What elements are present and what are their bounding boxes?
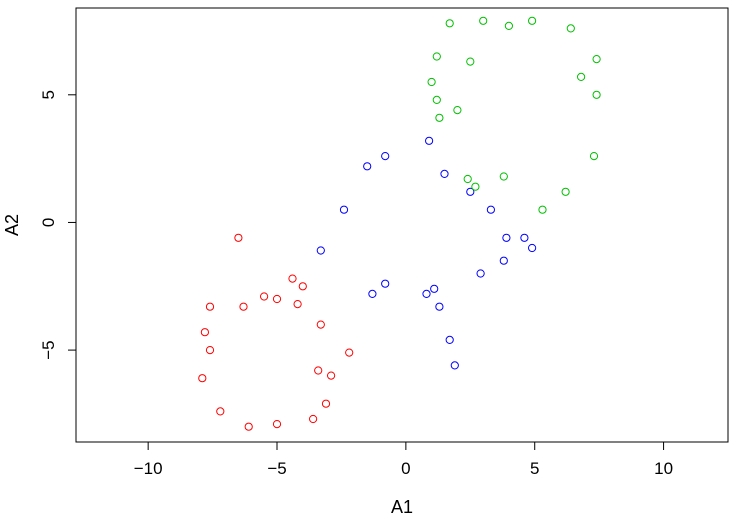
data-point [592,90,601,99]
data-point [499,256,508,265]
data-point [577,72,586,82]
data-point [502,233,511,242]
y-axis-label: A2 [2,214,22,236]
data-point [504,21,513,30]
y-tick-label: −5 [39,340,58,359]
data-point [479,16,488,25]
data-point [244,422,253,431]
data-point [200,328,209,337]
x-tick-label: 5 [530,459,539,478]
data-point [432,52,441,61]
data-point [327,371,336,380]
x-axis: −10 −5 0 5 10 [134,441,673,478]
data-point [381,279,390,288]
data-point [453,106,462,115]
data-point [466,187,475,196]
data-point [309,414,318,424]
data-point [298,282,307,291]
data-point [440,169,449,178]
data-point [381,152,390,161]
data-point [427,77,436,87]
data-point [314,366,323,375]
data-point [430,284,439,293]
data-point [566,24,575,33]
data-point [589,152,599,161]
data-point [234,233,243,242]
data-point [239,302,248,311]
data-point [528,16,537,25]
data-point [321,399,331,408]
data-point [435,113,444,122]
data-point [463,174,472,184]
data-point [445,19,454,28]
x-axis-label: A1 [391,497,413,517]
data-point [272,420,282,429]
data-point [499,172,508,181]
data-point [368,289,377,298]
data-point [471,182,480,191]
points-layer [198,16,601,431]
data-point [528,243,537,253]
x-tick-label: 0 [401,459,410,478]
data-point [592,55,601,64]
data-point [486,205,495,214]
data-point [288,274,297,283]
data-point [272,294,282,304]
x-tick-label: −5 [267,459,286,478]
data-point [363,162,372,171]
data-point [422,289,431,298]
y-axis: −5 0 5 [39,90,77,360]
data-point [466,57,475,66]
y-tick-label: 0 [39,218,58,227]
data-point [198,374,207,383]
data-point [316,320,325,329]
data-point [345,348,354,357]
data-point [432,95,441,105]
data-point [445,335,454,344]
data-point [205,302,215,311]
y-tick-label: 5 [39,90,58,99]
data-point [316,246,325,255]
data-point [538,205,547,214]
data-point [216,407,225,416]
data-point [476,269,485,278]
x-tick-label: 10 [654,459,673,478]
data-point [435,302,444,311]
data-point [520,233,529,242]
data-point [450,361,459,370]
data-point [205,346,215,355]
x-tick-label: −10 [134,459,163,478]
data-point [260,292,269,301]
data-point [293,300,302,309]
plot-frame [75,7,729,443]
data-point [425,136,434,145]
data-point [339,205,349,214]
data-point [561,187,570,196]
